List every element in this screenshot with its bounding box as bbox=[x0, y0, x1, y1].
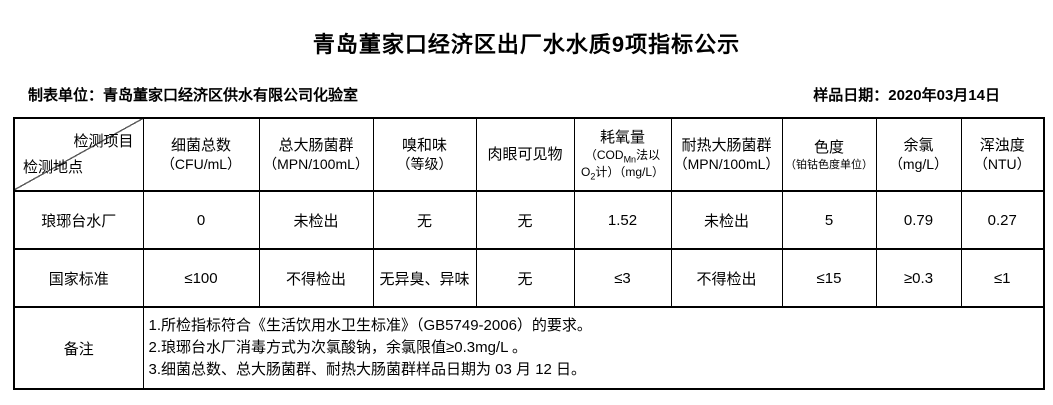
value-cell: 无 bbox=[475, 248, 575, 308]
row-label: 国家标准 bbox=[13, 248, 144, 308]
corner-label-location: 检测地点 bbox=[23, 159, 84, 176]
note-line-3: 3.细菌总数、总大肠菌群、耐热大肠菌群样品日期为 03 月 12 日。 bbox=[148, 361, 587, 378]
corner-label-project: 检测项目 bbox=[73, 133, 134, 150]
value-cell: 不得检出 bbox=[258, 248, 374, 308]
value-cell: ≤3 bbox=[573, 248, 672, 308]
column-header-residual-chlorine: 余氯 （mg/L） bbox=[875, 117, 962, 192]
table-row-langyatai: 琅琊台水厂 0 未检出 无 无 1.52 未检出 5 0.79 0.27 bbox=[13, 190, 1045, 250]
value-cell: 无 bbox=[475, 190, 575, 250]
column-header-odor-taste: 嗅和味 （等级） bbox=[372, 117, 477, 192]
table-row-national-standard: 国家标准 ≤100 不得检出 无异臭、异味 无 ≤3 不得检出 ≤15 ≥0.3… bbox=[13, 248, 1045, 308]
sample-date-label: 样品日期：2020年03月14日 bbox=[813, 87, 1000, 104]
value-cell: 不得检出 bbox=[670, 248, 783, 308]
notes-cell: 1.所检指标符合《生活饮用水卫生标准》（GB5749-2006）的要求。 2.琅… bbox=[142, 306, 1045, 390]
value-cell: ≤100 bbox=[142, 248, 260, 308]
page-title: 青岛董家口经济区出厂水水质9项指标公示 bbox=[312, 32, 741, 57]
value-cell: ≥0.3 bbox=[875, 248, 962, 308]
maker-label: 制表单位：青岛董家口经济区供水有限公司化验室 bbox=[28, 87, 359, 104]
note-line-2: 2.琅琊台水厂消毒方式为次氯酸钠，余氯限值≥0.3mg/L 。 bbox=[148, 339, 528, 356]
column-header-chromaticity: 色度 （铂钴色度单位） bbox=[781, 117, 877, 192]
value-cell: ≤15 bbox=[781, 248, 877, 308]
header-row: 检测项目 检测地点 细菌总数 （CFU/mL） 总大肠菌群 （MPN/100mL… bbox=[13, 117, 1045, 192]
column-header-bacteria-count: 细菌总数 （CFU/mL） bbox=[142, 117, 260, 192]
meta-row: 制表单位：青岛董家口经济区供水有限公司化验室 样品日期：2020年03月14日 bbox=[28, 84, 1000, 105]
row-label: 琅琊台水厂 bbox=[13, 190, 144, 250]
note-line-1: 1.所检指标符合《生活饮用水卫生标准》（GB5749-2006）的要求。 bbox=[148, 317, 592, 334]
value-cell: 5 bbox=[781, 190, 877, 250]
water-quality-table: 检测项目 检测地点 细菌总数 （CFU/mL） 总大肠菌群 （MPN/100mL… bbox=[13, 117, 1045, 390]
value-cell: 0.27 bbox=[960, 190, 1045, 250]
column-header-thermotolerant-coliform: 耐热大肠菌群 （MPN/100mL） bbox=[670, 117, 783, 192]
value-cell: 未检出 bbox=[670, 190, 783, 250]
value-cell: 无异臭、异味 bbox=[372, 248, 477, 308]
column-header-cod: 耗氧量 （CODMn法以 O2计）（mg/L） bbox=[573, 117, 672, 192]
column-header-total-coliform: 总大肠菌群 （MPN/100mL） bbox=[258, 117, 374, 192]
corner-cell: 检测项目 检测地点 bbox=[13, 117, 144, 192]
notes-row: 备注 1.所检指标符合《生活饮用水卫生标准》（GB5749-2006）的要求。 … bbox=[13, 306, 1045, 390]
value-cell: 1.52 bbox=[573, 190, 672, 250]
column-header-turbidity: 浑浊度 （NTU） bbox=[960, 117, 1045, 192]
value-cell: 0 bbox=[142, 190, 260, 250]
value-cell: 无 bbox=[372, 190, 477, 250]
value-cell: 0.79 bbox=[875, 190, 962, 250]
notes-label: 备注 bbox=[13, 306, 144, 390]
column-header-visible-matter: 肉眼可见物 bbox=[475, 117, 575, 192]
value-cell: 未检出 bbox=[258, 190, 374, 250]
value-cell: ≤1 bbox=[960, 248, 1045, 308]
